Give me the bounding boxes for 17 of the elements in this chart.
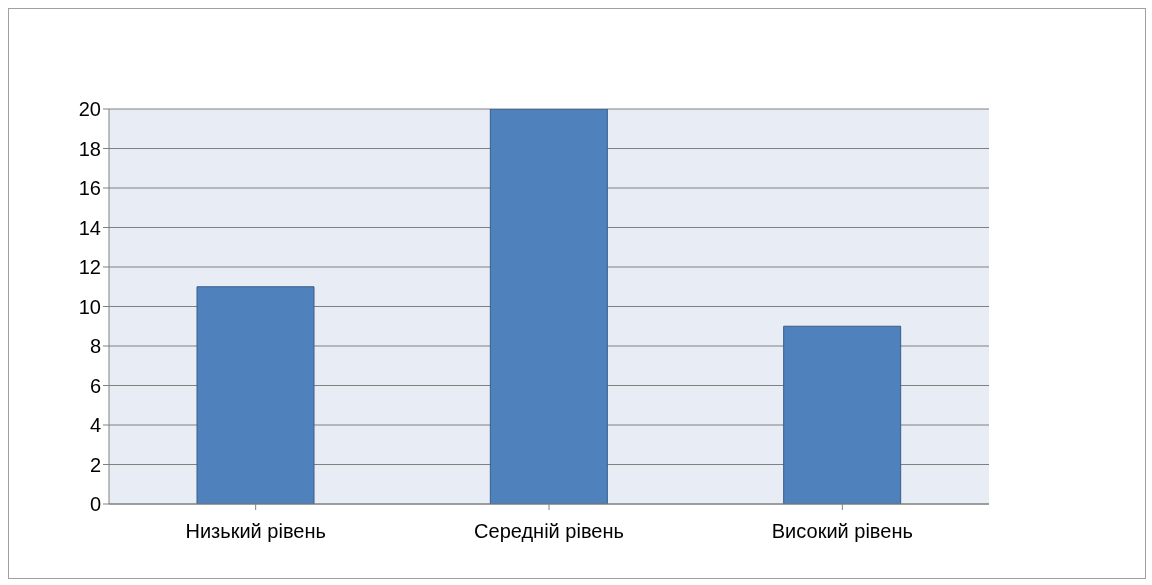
y-tick-label: 8	[89, 335, 101, 358]
y-tick-label: 16	[78, 177, 101, 200]
x-tick-label: Середній рівень	[474, 520, 624, 543]
bar	[783, 325, 902, 504]
y-tick-label: 12	[78, 256, 101, 279]
y-tick-label: 10	[78, 295, 101, 318]
y-tick-label: 2	[89, 453, 101, 476]
y-tick-label: 4	[89, 414, 101, 437]
bar	[489, 109, 608, 504]
y-tick-label: 14	[78, 216, 101, 239]
y-tick-label: 0	[89, 493, 101, 516]
x-tick-label: Низький рівень	[185, 520, 326, 543]
y-tick-label: 20	[78, 98, 101, 121]
y-tick-label: 18	[78, 137, 101, 160]
y-tick-label: 6	[89, 374, 101, 397]
x-tick-label: Високий рівень	[771, 520, 913, 543]
bar	[196, 286, 315, 504]
